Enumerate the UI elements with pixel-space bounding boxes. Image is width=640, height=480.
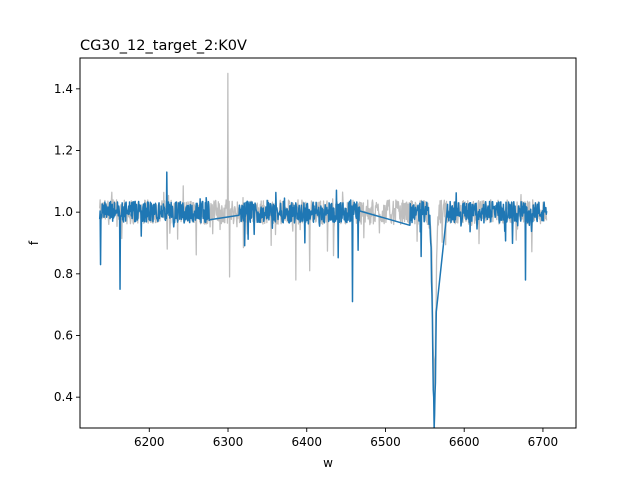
x-tick-label: 6300 bbox=[213, 435, 244, 449]
y-tick-label: 0.8 bbox=[54, 267, 73, 281]
x-tick-label: 6700 bbox=[528, 435, 559, 449]
x-tick-label: 6400 bbox=[291, 435, 322, 449]
y-tick-label: 0.4 bbox=[54, 390, 73, 404]
x-tick-label: 6500 bbox=[370, 435, 401, 449]
x-tick-label: 6200 bbox=[134, 435, 165, 449]
y-tick-label: 1.0 bbox=[54, 205, 73, 219]
y-tick-label: 0.6 bbox=[54, 329, 73, 343]
chart-title: CG30_12_target_2:K0V bbox=[80, 38, 247, 54]
series-blue-line bbox=[98, 171, 548, 428]
x-axis-label: w bbox=[323, 456, 333, 470]
plot-area bbox=[98, 72, 548, 428]
y-tick-label: 1.2 bbox=[54, 144, 73, 158]
axis-ticks: 6200 6300 6400 6500 6600 6700 0.4 0.6 0.8 1.0 1.2 1… bbox=[54, 82, 558, 449]
y-axis-label: f bbox=[27, 240, 41, 245]
x-tick-label: 6600 bbox=[449, 435, 480, 449]
axes-frame bbox=[79, 57, 577, 429]
y-tick-label: 1.4 bbox=[54, 82, 73, 96]
